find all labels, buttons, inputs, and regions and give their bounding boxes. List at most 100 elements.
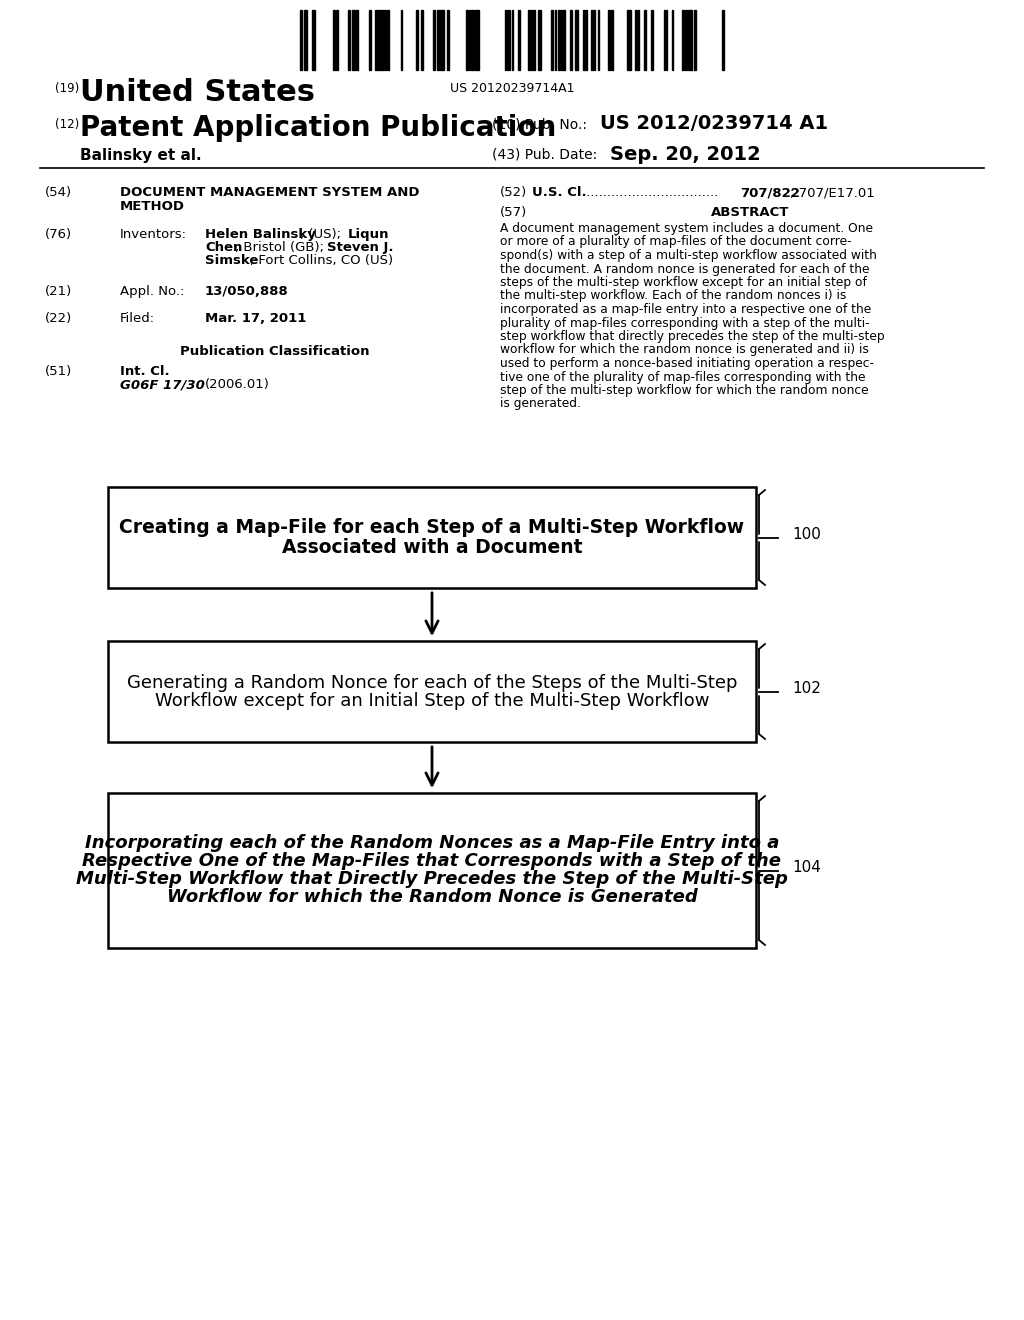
Text: steps of the multi-step workflow except for an initial step of: steps of the multi-step workflow except … <box>500 276 867 289</box>
Text: METHOD: METHOD <box>120 201 185 213</box>
Text: , Bristol (GB);: , Bristol (GB); <box>234 242 324 253</box>
Bar <box>380 11 383 70</box>
Bar <box>530 11 532 70</box>
Text: Patent Application Publication: Patent Application Publication <box>80 114 556 143</box>
Bar <box>416 11 418 70</box>
Bar <box>722 11 724 70</box>
Bar <box>651 11 653 70</box>
Bar <box>108 487 756 587</box>
Text: United States: United States <box>80 78 315 107</box>
Bar <box>534 11 535 70</box>
Text: workflow for which the random nonce is generated and ii) is: workflow for which the random nonce is g… <box>500 343 869 356</box>
Text: 13/050,888: 13/050,888 <box>205 285 289 298</box>
Text: A document management system includes a document. One: A document management system includes a … <box>500 222 873 235</box>
Text: (54): (54) <box>45 186 72 199</box>
Bar <box>348 11 350 70</box>
Bar <box>356 11 358 70</box>
Text: 104: 104 <box>792 861 821 875</box>
Text: Int. Cl.: Int. Cl. <box>120 366 170 378</box>
Text: is generated.: is generated. <box>500 397 581 411</box>
Text: Workflow for which the Random Nonce is Generated: Workflow for which the Random Nonce is G… <box>167 888 697 907</box>
Bar <box>447 11 449 70</box>
Text: Workflow except for an Initial Step of the Multi-Step Workflow: Workflow except for an Initial Step of t… <box>155 692 710 710</box>
Text: or more of a plurality of map-files of the document corre-: or more of a plurality of map-files of t… <box>500 235 852 248</box>
Text: ; 707/E17.01: ; 707/E17.01 <box>790 186 874 199</box>
Text: U.S. Cl.: U.S. Cl. <box>532 186 587 199</box>
Text: (2006.01): (2006.01) <box>205 378 270 391</box>
Bar <box>421 11 423 70</box>
Text: plurality of map-files corresponding with a step of the multi-: plurality of map-files corresponding wit… <box>500 317 869 330</box>
Text: (10) Pub. No.:: (10) Pub. No.: <box>492 117 587 132</box>
Bar <box>300 11 302 70</box>
Text: Respective One of the Map-Files that Corresponds with a Step of the: Respective One of the Map-Files that Cor… <box>83 853 781 870</box>
Text: (51): (51) <box>45 366 73 378</box>
Text: spond(s) with a step of a multi-step workflow associated with: spond(s) with a step of a multi-step wor… <box>500 249 877 261</box>
Text: Multi-Step Workflow that Directly Precedes the Step of the Multi-Step: Multi-Step Workflow that Directly Preced… <box>76 870 787 888</box>
Bar <box>551 11 553 70</box>
Bar <box>558 11 560 70</box>
Bar <box>108 793 756 948</box>
Text: (76): (76) <box>45 228 72 242</box>
Bar <box>685 11 687 70</box>
Text: Chen: Chen <box>205 242 243 253</box>
Text: US 20120239714A1: US 20120239714A1 <box>450 82 574 95</box>
Bar <box>333 11 335 70</box>
Bar <box>591 11 593 70</box>
Bar <box>352 11 355 70</box>
Text: (19): (19) <box>55 82 79 95</box>
Text: US 2012/0239714 A1: US 2012/0239714 A1 <box>600 114 828 133</box>
Bar <box>312 11 315 70</box>
Bar <box>518 11 520 70</box>
Text: Inventors:: Inventors: <box>120 228 187 242</box>
Text: (52): (52) <box>500 186 527 199</box>
Bar <box>336 11 338 70</box>
Text: Helen Balinsky: Helen Balinsky <box>205 228 315 242</box>
Bar <box>644 11 646 70</box>
Text: , (US);: , (US); <box>300 228 341 242</box>
Bar <box>304 11 307 70</box>
Bar <box>688 11 692 70</box>
Bar <box>611 11 613 70</box>
Text: ................................: ................................ <box>582 186 718 199</box>
Text: DOCUMENT MANAGEMENT SYSTEM AND: DOCUMENT MANAGEMENT SYSTEM AND <box>120 186 420 199</box>
Text: Filed:: Filed: <box>120 312 155 325</box>
Bar <box>369 11 371 70</box>
Bar <box>583 11 585 70</box>
Bar <box>538 11 541 70</box>
Text: Steven J.: Steven J. <box>327 242 393 253</box>
Bar <box>384 11 386 70</box>
Text: the multi-step workflow. Each of the random nonces i) is: the multi-step workflow. Each of the ran… <box>500 289 847 302</box>
Text: Appl. No.:: Appl. No.: <box>120 285 184 298</box>
Text: incorporated as a map-file entry into a respective one of the: incorporated as a map-file entry into a … <box>500 304 871 315</box>
Bar <box>108 642 756 742</box>
Text: Simske: Simske <box>205 253 258 267</box>
Bar <box>437 11 439 70</box>
Text: Mar. 17, 2011: Mar. 17, 2011 <box>205 312 306 325</box>
Text: (57): (57) <box>500 206 527 219</box>
Bar <box>682 11 684 70</box>
Text: step of the multi-step workflow for which the random nonce: step of the multi-step workflow for whic… <box>500 384 868 397</box>
Bar <box>466 11 468 70</box>
Text: tive one of the plurality of map-files corresponding with the: tive one of the plurality of map-files c… <box>500 371 865 384</box>
Text: G06F 17/30: G06F 17/30 <box>120 378 205 391</box>
Bar <box>635 11 637 70</box>
Text: Sep. 20, 2012: Sep. 20, 2012 <box>610 145 761 164</box>
Bar <box>561 11 565 70</box>
Text: used to perform a nonce-based initiating operation a respec-: used to perform a nonce-based initiating… <box>500 356 874 370</box>
Text: the document. A random nonce is generated for each of the: the document. A random nonce is generate… <box>500 263 869 276</box>
Text: Incorporating each of the Random Nonces as a Map-File Entry into a: Incorporating each of the Random Nonces … <box>85 834 779 853</box>
Text: ABSTRACT: ABSTRACT <box>711 206 790 219</box>
Text: 707/822: 707/822 <box>740 186 800 199</box>
Text: Liqun: Liqun <box>348 228 389 242</box>
Bar <box>471 11 474 70</box>
Text: Publication Classification: Publication Classification <box>180 345 370 358</box>
Text: 102: 102 <box>792 681 821 696</box>
Bar <box>433 11 435 70</box>
Text: (12): (12) <box>55 117 79 131</box>
Text: , Fort Collins, CO (US): , Fort Collins, CO (US) <box>250 253 393 267</box>
Bar <box>575 11 578 70</box>
Bar <box>627 11 631 70</box>
Bar <box>570 11 572 70</box>
Text: Balinsky et al.: Balinsky et al. <box>80 148 202 162</box>
Bar <box>475 11 479 70</box>
